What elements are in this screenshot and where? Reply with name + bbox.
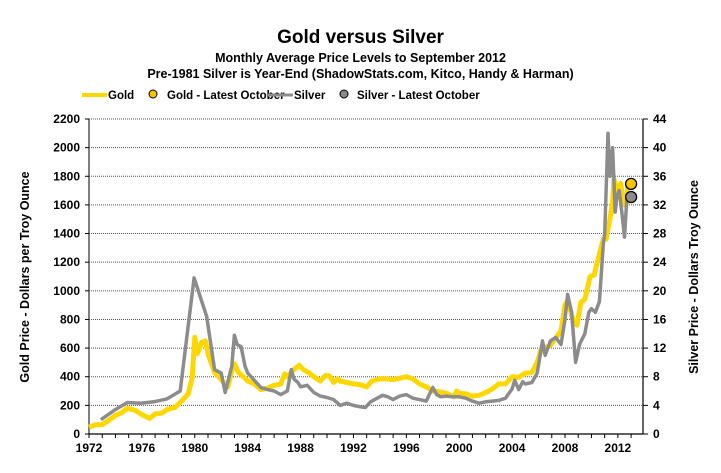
y-left-tick-label: 2200 [53,112,80,126]
y-right-tick-label: 36 [653,169,667,183]
y-right-tick-label: 12 [653,341,667,355]
x-tick-label: 1972 [76,441,103,455]
legend-gold-label: Gold [108,90,134,102]
legend-silver-latest-label: Silver - Latest October [357,90,480,102]
y-right-tick-label: 8 [653,370,660,384]
y-right-tick-label: 20 [653,284,667,298]
x-tick-label: 1992 [340,441,367,455]
gold-latest-october-marker [624,177,638,191]
silver-latest-october-marker [624,190,638,204]
y-left-tick-label: 400 [60,370,80,384]
x-tick-label: 2012 [605,441,632,455]
series-gold-line [88,176,631,430]
y-right-tick-label: 40 [653,141,667,155]
y-right-tick-label: 28 [653,227,667,241]
y-left-tick-label: 1400 [53,227,80,241]
series-group [88,131,631,430]
x-tick-label: 2008 [552,441,579,455]
chart-subtitle-1: Monthly Average Price Levels to Septembe… [215,51,506,65]
x-tick-label: 1996 [393,441,420,455]
y-right-tick-label: 24 [653,255,667,269]
chart-subtitle-2: Pre-1981 Silver is Year-End (ShadowStats… [147,67,574,81]
x-tick-label: 2004 [499,441,526,455]
chart-title: Gold versus Silver [277,27,444,48]
y-left-tick-label: 1800 [53,169,80,183]
x-tick-label: 1980 [181,441,208,455]
x-tick-label: 1988 [287,441,314,455]
legend-silver-label: Silver [294,90,326,102]
x-tick-label: 1976 [129,441,156,455]
y-left-tick-label: 200 [60,398,80,412]
y-left-tick-label: 800 [60,312,80,326]
x-tick-label: 1984 [234,441,261,455]
y-axis-right: 0 4 8 12 16 20 24 28 32 36 40 44 [643,112,667,441]
legend-silver-marker [339,89,349,99]
markers-group [624,177,638,204]
y-left-tick-label: 1000 [53,284,80,298]
y-axis-left-label: Gold Price - Dollars per Troy Ounce [18,171,32,382]
y-right-tick-label: 4 [653,398,660,412]
x-axis: 1972 1976 1980 1984 1988 1992 1996 2000 2004 2008… [76,434,632,455]
y-left-tick-label: 1200 [53,255,80,269]
legend: Gold Gold - Latest October Silver Silver… [82,89,480,102]
y-right-tick-label: 16 [653,312,667,326]
x-tick-label: 2000 [446,441,473,455]
y-axis-left: 0 200 400 600 800 1000 1200 1400 1600 1800 2000 220… [53,112,89,441]
legend-gold-latest-label: Gold - Latest October [167,90,285,102]
y-axis-right-label: Silver Price - Dollars Troy Ounce [687,180,701,374]
series-silver-line [99,131,629,422]
y-left-tick-label: 600 [60,341,80,355]
legend-gold-marker [148,89,158,99]
y-right-tick-label: 0 [653,427,660,441]
y-right-tick-label: 32 [653,198,667,212]
y-left-tick-label: 0 [73,427,80,441]
y-left-tick-label: 1600 [53,198,80,212]
y-right-tick-label: 44 [653,112,667,126]
y-left-tick-label: 2000 [53,141,80,155]
